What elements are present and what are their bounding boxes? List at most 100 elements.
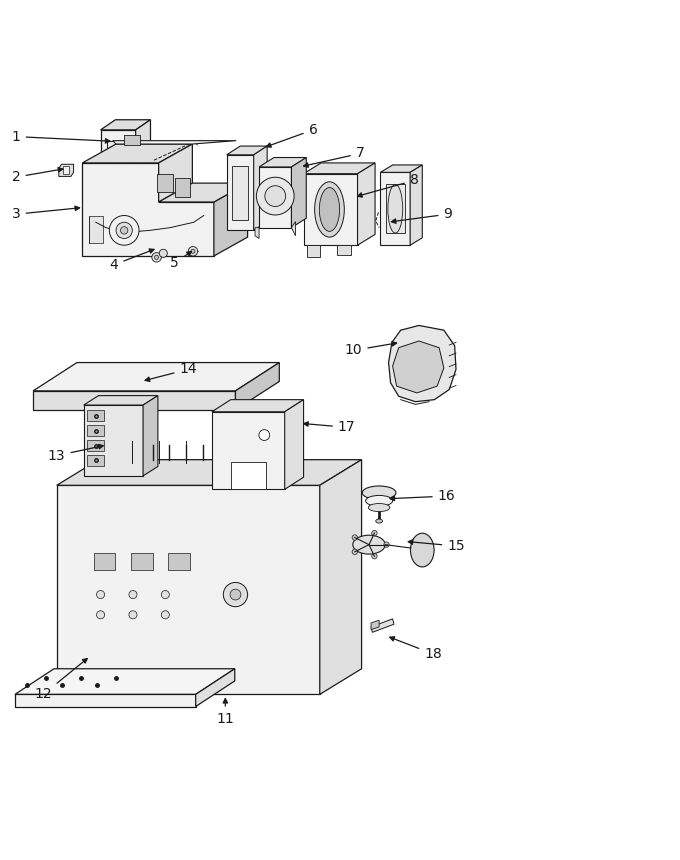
Polygon shape — [84, 405, 143, 476]
Ellipse shape — [120, 227, 128, 234]
Polygon shape — [212, 400, 303, 412]
Polygon shape — [226, 146, 267, 155]
Polygon shape — [410, 165, 422, 245]
Polygon shape — [87, 426, 104, 436]
Ellipse shape — [265, 186, 286, 206]
Text: 12: 12 — [35, 659, 87, 702]
Ellipse shape — [369, 503, 390, 512]
Ellipse shape — [152, 253, 161, 262]
Polygon shape — [158, 144, 192, 202]
Polygon shape — [175, 178, 190, 197]
Text: 14: 14 — [145, 362, 197, 382]
Polygon shape — [84, 396, 158, 405]
Polygon shape — [392, 341, 444, 393]
Ellipse shape — [384, 542, 389, 547]
Polygon shape — [143, 396, 158, 476]
Polygon shape — [303, 163, 375, 174]
Polygon shape — [131, 553, 152, 569]
Ellipse shape — [161, 591, 169, 599]
Text: 15: 15 — [408, 539, 465, 553]
Polygon shape — [56, 460, 362, 485]
Polygon shape — [82, 144, 192, 163]
Ellipse shape — [320, 187, 339, 231]
Text: 7: 7 — [303, 146, 364, 167]
Polygon shape — [94, 553, 116, 569]
Polygon shape — [124, 135, 139, 145]
Ellipse shape — [154, 255, 158, 260]
Ellipse shape — [372, 554, 377, 559]
Polygon shape — [214, 183, 248, 256]
Polygon shape — [285, 400, 303, 489]
Polygon shape — [158, 183, 248, 202]
Polygon shape — [212, 412, 285, 489]
Polygon shape — [259, 167, 292, 228]
Polygon shape — [259, 157, 306, 167]
Polygon shape — [337, 245, 351, 255]
Ellipse shape — [372, 531, 377, 536]
Ellipse shape — [116, 222, 133, 238]
Polygon shape — [113, 141, 236, 144]
Polygon shape — [107, 141, 130, 190]
Polygon shape — [255, 228, 259, 238]
Text: 4: 4 — [109, 249, 154, 272]
Polygon shape — [135, 120, 150, 200]
Polygon shape — [381, 172, 410, 245]
Text: 5: 5 — [171, 252, 192, 270]
Polygon shape — [235, 363, 279, 409]
Polygon shape — [196, 669, 235, 707]
Ellipse shape — [353, 535, 385, 554]
Text: 6: 6 — [267, 123, 318, 147]
Ellipse shape — [352, 549, 358, 555]
Polygon shape — [15, 694, 196, 707]
Polygon shape — [87, 440, 104, 451]
Ellipse shape — [411, 533, 434, 567]
Text: 17: 17 — [304, 421, 356, 434]
Polygon shape — [307, 245, 320, 257]
Polygon shape — [156, 174, 173, 192]
Ellipse shape — [97, 591, 105, 599]
Ellipse shape — [97, 611, 105, 619]
Polygon shape — [15, 669, 235, 694]
Ellipse shape — [129, 611, 137, 619]
Polygon shape — [87, 410, 104, 421]
Ellipse shape — [388, 185, 403, 233]
Polygon shape — [371, 620, 379, 630]
Text: 9: 9 — [392, 207, 452, 224]
Polygon shape — [388, 325, 456, 402]
Text: 8: 8 — [358, 174, 419, 197]
Ellipse shape — [191, 249, 195, 254]
Ellipse shape — [376, 519, 382, 523]
Ellipse shape — [256, 177, 294, 215]
Text: 13: 13 — [48, 445, 103, 463]
Polygon shape — [89, 216, 103, 243]
Ellipse shape — [223, 582, 248, 606]
Polygon shape — [168, 553, 190, 569]
Ellipse shape — [109, 216, 139, 245]
Polygon shape — [386, 184, 405, 233]
Polygon shape — [381, 165, 422, 172]
Polygon shape — [320, 460, 362, 694]
Ellipse shape — [352, 535, 358, 540]
Polygon shape — [358, 163, 375, 245]
Polygon shape — [231, 463, 266, 489]
Text: 10: 10 — [345, 341, 396, 358]
Ellipse shape — [161, 611, 169, 619]
Text: 18: 18 — [390, 636, 442, 661]
Polygon shape — [87, 455, 104, 466]
Polygon shape — [33, 363, 279, 391]
Polygon shape — [58, 164, 73, 176]
Text: 1: 1 — [12, 130, 110, 144]
Text: 16: 16 — [390, 489, 456, 503]
Text: 2: 2 — [12, 168, 63, 184]
Ellipse shape — [230, 589, 241, 600]
Ellipse shape — [366, 495, 392, 507]
Ellipse shape — [315, 181, 344, 237]
Polygon shape — [371, 619, 394, 632]
Polygon shape — [226, 155, 254, 230]
Text: 3: 3 — [12, 206, 80, 221]
Ellipse shape — [362, 486, 396, 500]
Ellipse shape — [129, 591, 137, 599]
Polygon shape — [56, 485, 320, 694]
Polygon shape — [63, 166, 69, 175]
Polygon shape — [303, 174, 358, 245]
